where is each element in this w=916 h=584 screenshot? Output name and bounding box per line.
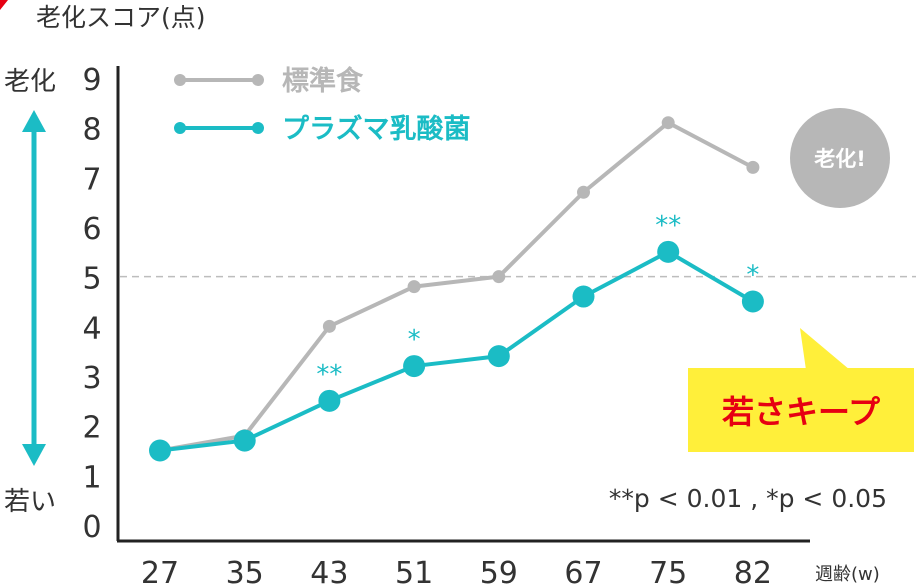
y-tick-label: 3 <box>82 361 101 396</box>
legend-label-plasma: プラズマ乳酸菌 <box>282 113 470 145</box>
data-point <box>577 185 590 199</box>
y-tick-label: 1 <box>82 460 101 495</box>
y-tick-label: 4 <box>82 311 101 346</box>
data-point <box>661 116 675 130</box>
data-point <box>318 389 341 412</box>
y-tick-labels: 0 1 2 3 4 5 6 7 8 9 <box>82 63 101 545</box>
y-direction-arrow <box>22 110 46 466</box>
y-tick-label: 6 <box>82 212 101 247</box>
data-point <box>233 429 256 452</box>
significance-mark: * <box>408 325 421 355</box>
x-axis-label: 週齢(w) <box>815 564 880 584</box>
y-tick-label: 5 <box>82 262 101 297</box>
x-tick-label: 75 <box>649 556 687 584</box>
x-tick-label: 27 <box>141 556 179 584</box>
significance-mark: ** <box>655 211 681 241</box>
y-tick-label: 8 <box>82 113 101 148</box>
data-point <box>657 240 680 263</box>
y-tick-label: 0 <box>82 510 101 545</box>
data-point <box>403 355 426 378</box>
aging-badge: 老化! <box>790 108 890 208</box>
data-point <box>487 345 510 368</box>
legend-item-standard: 標準食 <box>174 65 364 97</box>
significance-mark: ** <box>316 360 342 390</box>
youth-callout: 若さキープ <box>688 328 914 452</box>
x-tick-label: 35 <box>226 556 264 584</box>
data-point <box>746 160 760 174</box>
y-tick-label: 7 <box>82 162 101 197</box>
significance-mark: * <box>746 261 759 291</box>
x-tick-label: 82 <box>734 556 772 584</box>
y-label-young: 若い <box>4 487 56 517</box>
x-tick-labels: 27 35 43 51 59 67 75 82 <box>141 556 772 584</box>
y-label-aging: 老化 <box>4 67 56 97</box>
legend-item-plasma: プラズマ乳酸菌 <box>174 113 470 145</box>
data-point <box>572 285 595 308</box>
series-line <box>159 249 754 453</box>
x-tick-label: 59 <box>480 556 518 584</box>
legend-label-standard: 標準食 <box>282 65 364 97</box>
data-point <box>492 270 506 284</box>
legend: 標準食 プラズマ乳酸菌 <box>174 65 470 145</box>
x-tick-label: 67 <box>564 556 602 584</box>
data-point <box>741 290 764 313</box>
significance-note: **p < 0.01 , *p < 0.05 <box>609 484 887 513</box>
corner-mark <box>0 0 8 10</box>
series-layer: ****** <box>149 116 764 462</box>
x-tick-label: 43 <box>310 556 348 584</box>
y-tick-label: 9 <box>82 63 101 98</box>
data-point <box>407 280 421 294</box>
youth-callout-label: 若さキープ <box>722 393 881 431</box>
aging-badge-label: 老化! <box>814 147 866 171</box>
series-line <box>159 120 754 453</box>
chart-title: 老化スコア(点) <box>36 3 206 32</box>
data-point <box>149 439 171 462</box>
series-standard <box>153 116 760 457</box>
x-tick-label: 51 <box>395 556 433 584</box>
y-tick-label: 2 <box>82 411 101 446</box>
series-plasma: ****** <box>149 211 764 462</box>
data-point <box>322 319 336 333</box>
